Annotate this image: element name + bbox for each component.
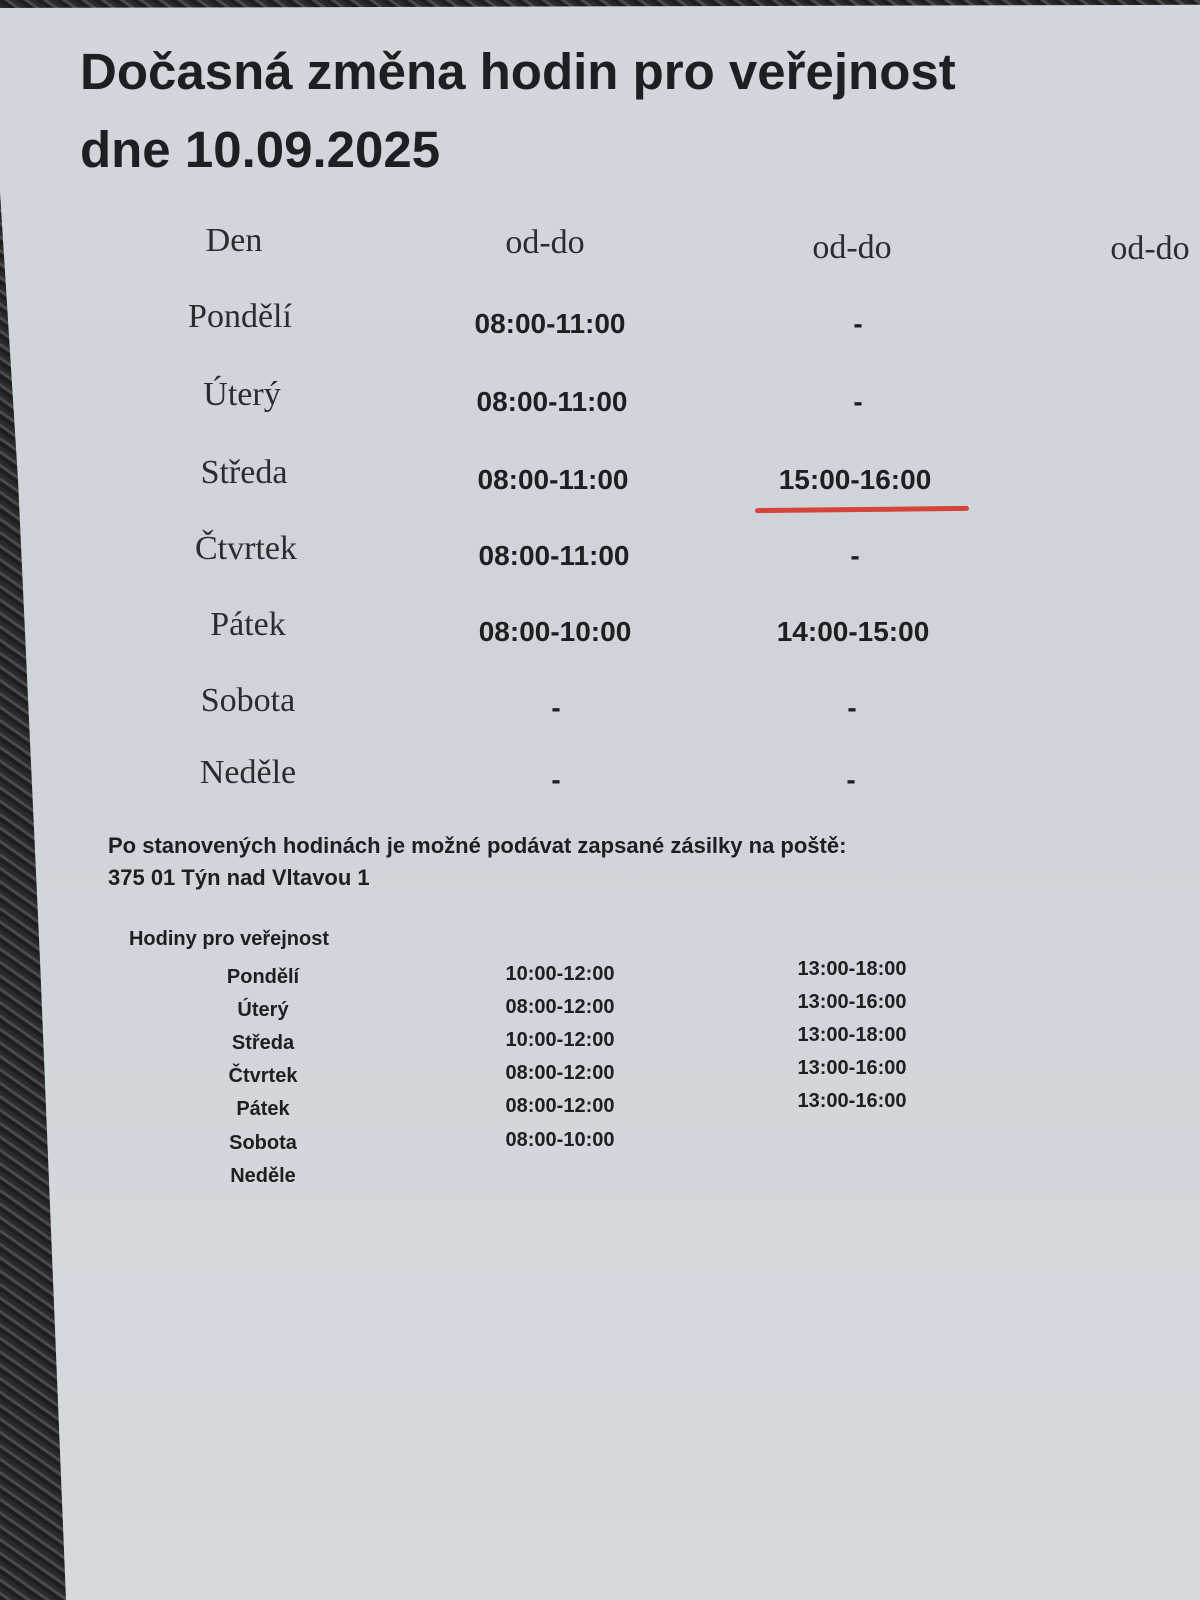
temp-row-time-2: - — [853, 386, 863, 417]
temp-row-time-1: 08:00-11:00 — [478, 540, 630, 571]
regular-row-time-2: 13:00-18:00 — [797, 958, 907, 980]
regular-row-day: Úterý — [237, 999, 289, 1022]
header-from-to-1: od-do — [505, 224, 585, 261]
header-from-to-3: od-do — [1110, 230, 1190, 267]
temp-row-time-1: 08:00-11:00 — [477, 464, 629, 495]
temp-row-time-2: 14:00-15:00 — [776, 616, 930, 647]
temp-row-day: Pátek — [210, 606, 286, 643]
header-day: Den — [205, 222, 263, 259]
regular-row-time-1: 08:00-12:00 — [505, 996, 615, 1019]
regular-row-day: Sobota — [229, 1131, 297, 1154]
note-address: 375 01 Týn nad Vltavou 1 — [108, 865, 370, 890]
temp-row-time-1: 08:00-11:00 — [474, 308, 626, 339]
temp-row-time-1: 08:00-11:00 — [476, 386, 628, 417]
regular-row-time-1: 08:00-12:00 — [505, 1095, 615, 1118]
regular-row-day: Čtvrtek — [228, 1065, 298, 1088]
header-from-to-2: od-do — [812, 229, 892, 266]
temp-row-time-2: 15:00-16:00 — [778, 464, 932, 495]
regular-row-time-2: 13:00-16:00 — [797, 991, 907, 1014]
temp-row-day: Čtvrtek — [195, 530, 297, 567]
regular-row-time-1: 10:00-12:00 — [505, 963, 615, 985]
temp-row-time-2: - — [846, 764, 856, 795]
title-line-2: dne 10.09.2025 — [80, 121, 441, 178]
temp-row-time-1: - — [551, 764, 561, 795]
regular-row-day: Středa — [231, 1032, 295, 1055]
temp-row-time-1: - — [551, 692, 561, 723]
temp-row-day: Sobota — [200, 682, 296, 719]
temp-row-time-2: - — [847, 692, 857, 723]
temp-row-time-2: - — [853, 308, 863, 339]
regular-row-time-1: 10:00-12:00 — [505, 1029, 615, 1052]
temp-row-day: Neděle — [199, 754, 297, 791]
regular-row-time-2: 13:00-16:00 — [797, 1057, 907, 1080]
regular-row-time-2: 13:00-16:00 — [797, 1090, 907, 1113]
regular-row-time-1: 08:00-10:00 — [505, 1128, 615, 1151]
note-line-1: Po stanovených hodinách je možné podávat… — [108, 833, 847, 858]
regular-row-day: Neděle — [230, 1164, 296, 1187]
title-line-1: Dočasná změna hodin pro veřejnost — [80, 43, 956, 100]
regular-row-day: Pondělí — [226, 966, 300, 988]
temp-row-day: Úterý — [203, 376, 281, 413]
regular-hours-heading: Hodiny pro veřejnost — [128, 928, 330, 950]
regular-row-time-2: 13:00-18:00 — [797, 1024, 907, 1047]
temp-row-time-1: 08:00-10:00 — [478, 616, 632, 647]
regular-row-day: Pátek — [236, 1098, 290, 1121]
temp-row-time-2: - — [850, 540, 860, 571]
regular-row-time-1: 08:00-12:00 — [505, 1062, 615, 1085]
temp-row-day: Pondělí — [188, 298, 292, 335]
temp-row-day: Středa — [200, 454, 288, 491]
